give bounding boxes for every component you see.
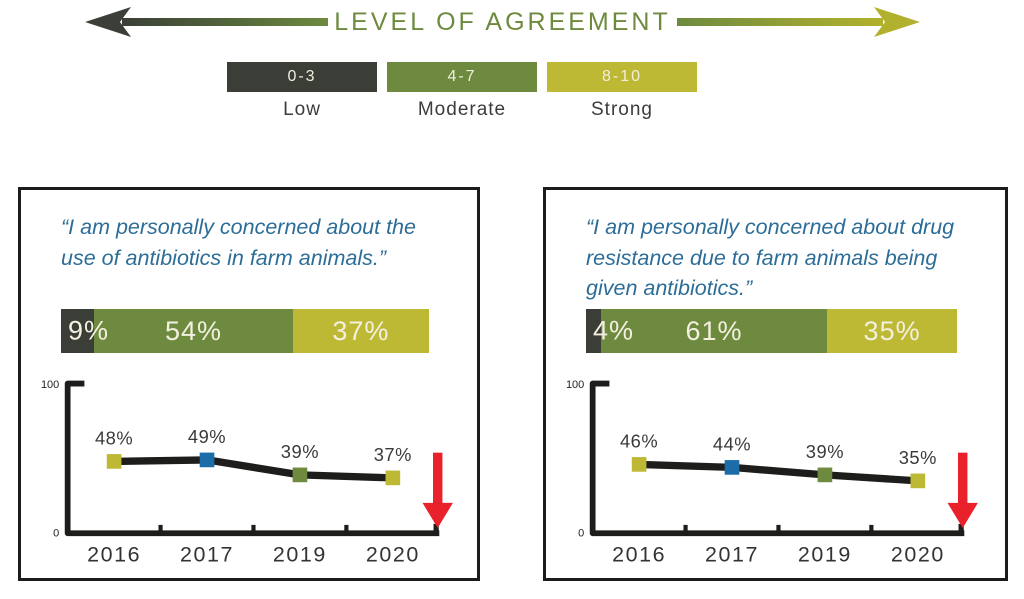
trend-chart-antibiotic-use: 100 0 48% 49% 39% 37% 2016 2017 2019 2020 [31, 371, 477, 575]
bar-segment: 4% [586, 309, 633, 353]
arrow-shaft-right [676, 18, 884, 26]
decline-arrow-icon [958, 452, 968, 505]
trend-chart-svg: 100 0 46% 44% 39% 35% 2016 2017 2019 2020 [566, 379, 978, 567]
legend-item-strong: 8-10 Strong [547, 62, 697, 121]
bar-segment-label: 54% [164, 315, 222, 346]
legend-label-strong: Strong [591, 99, 653, 120]
legend-range-low: 0-3 [287, 68, 317, 85]
data-point-marker [910, 473, 926, 489]
legend-range-strong: 8-10 [601, 68, 643, 85]
panels-row: “I am personally concerned about the use… [18, 187, 1024, 581]
y-axis-tick-label: 0 [578, 527, 584, 539]
bar-segment: 37% [292, 309, 429, 353]
value-label: 44% [713, 434, 751, 455]
decline-arrow-icon [947, 502, 978, 529]
year-label: 2017 [705, 543, 759, 567]
stacked-bar-antibiotic-use: 9% 54% 37% [61, 309, 429, 353]
legend-item-low: 0-3 Low [227, 62, 377, 121]
level-of-agreement-header: LEVEL OF AGREEMENT [85, 6, 921, 38]
year-label: 2020 [366, 543, 420, 567]
value-label: 46% [620, 431, 658, 452]
page-title: LEVEL OF AGREEMENT [334, 7, 671, 36]
value-label: 39% [806, 441, 844, 462]
bar-segment: 9% [61, 309, 108, 353]
trend-chart-drug-resistance: 100 0 46% 44% 39% 35% 2016 2017 2019 2020 [556, 371, 1005, 575]
agreement-scale-legend: 0-3 Low 4-7 Moderate 8-10 Strong [227, 62, 1024, 121]
data-point-marker [385, 470, 401, 486]
legend-item-moderate: 4-7 Moderate [387, 62, 537, 121]
value-label: 37% [374, 444, 412, 465]
legend-swatch-low: 0-3 [227, 62, 377, 92]
legend-swatch-strong: 8-10 [547, 62, 697, 92]
quote-drug-resistance: “I am personally concerned about drug re… [586, 215, 955, 301]
arrow-shaft-left [122, 18, 329, 26]
decline-arrow-icon [422, 502, 453, 529]
trend-line [635, 460, 922, 485]
panel-antibiotic-use: “I am personally concerned about the use… [18, 187, 480, 581]
value-label: 39% [281, 441, 319, 462]
year-label: 2017 [180, 543, 234, 567]
bar-segment-label: 4% [593, 315, 635, 346]
legend-swatch-moderate: 4-7 [387, 62, 537, 92]
data-point-marker [724, 460, 740, 475]
data-point-marker [292, 467, 308, 483]
value-label: 48% [95, 428, 133, 449]
legend-label-moderate: Moderate [417, 99, 507, 120]
year-label: 2016 [87, 543, 141, 567]
year-label: 2019 [273, 543, 327, 567]
bar-segment-label: 35% [863, 315, 921, 346]
data-point-marker [631, 457, 647, 472]
bar-segment-label: 61% [685, 315, 743, 346]
bar-segment: 61% [600, 309, 828, 353]
panel-drug-resistance: “I am personally concerned about drug re… [543, 187, 1008, 581]
y-axis-tick-label: 100 [41, 379, 59, 391]
bar-segment: 35% [827, 309, 957, 353]
year-label: 2016 [612, 543, 666, 567]
bar-segment: 54% [94, 309, 293, 353]
legend-range-moderate: 4-7 [447, 68, 477, 85]
decline-arrow-icon [433, 452, 443, 505]
trend-line [110, 456, 397, 482]
data-point-marker [106, 454, 122, 469]
bar-segment-label: 37% [332, 315, 390, 346]
bar-segment-label: 9% [68, 315, 110, 346]
stacked-bar-drug-resistance: 4% 61% 35% [586, 309, 957, 353]
year-label: 2019 [798, 543, 852, 567]
legend-label-low: Low [283, 99, 321, 120]
data-point-marker [817, 467, 833, 483]
trend-chart-svg: 100 0 48% 49% 39% 37% 2016 2017 2019 2020 [41, 379, 453, 567]
y-axis-tick-label: 100 [566, 379, 584, 391]
data-point-marker [199, 452, 215, 468]
y-axis-tick-label: 0 [53, 527, 59, 539]
quote-antibiotic-use: “I am personally concerned about the use… [61, 215, 416, 270]
year-label: 2020 [891, 543, 945, 567]
value-label: 35% [899, 447, 937, 468]
value-label: 49% [188, 426, 226, 447]
